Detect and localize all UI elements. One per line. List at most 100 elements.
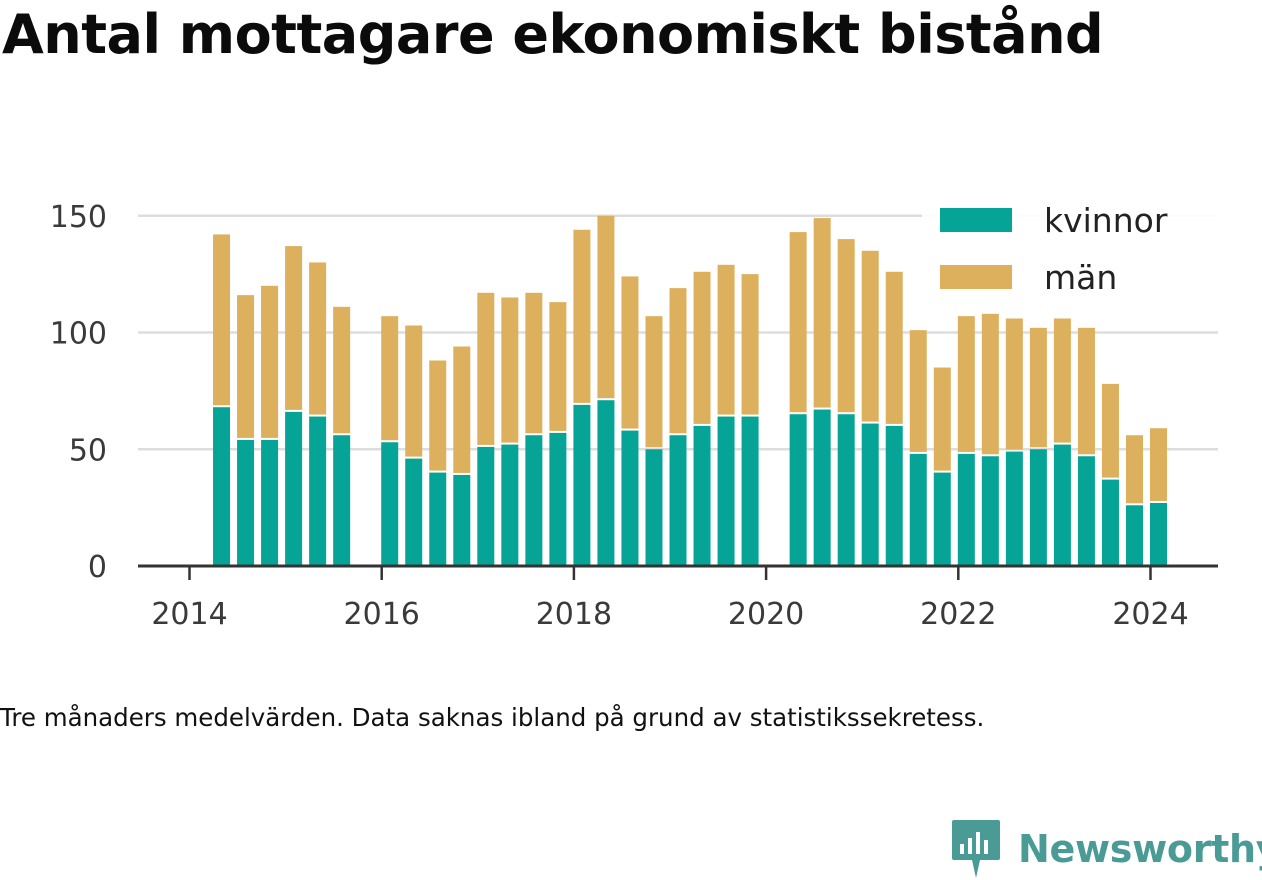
bar-man <box>1005 318 1023 450</box>
bar-kvinnor <box>861 423 879 566</box>
bar-man <box>813 218 831 408</box>
x-tick-label: 2018 <box>536 597 612 632</box>
legend-label-man: män <box>1044 258 1117 297</box>
x-tick-label: 2016 <box>344 597 420 632</box>
bar-man <box>597 215 615 399</box>
bar-kvinnor <box>1125 505 1143 566</box>
bar-kvinnor <box>741 416 759 566</box>
bar-kvinnor <box>885 425 903 566</box>
bar-kvinnor <box>1029 449 1047 566</box>
y-tick-label: 50 <box>69 433 107 468</box>
bar-kvinnor <box>525 435 543 566</box>
y-tick-label: 100 <box>50 317 107 352</box>
newsworthy-logo-icon <box>952 820 1000 878</box>
bar-kvinnor <box>933 472 951 566</box>
bar-kvinnor <box>717 416 735 566</box>
bar-man <box>717 264 735 415</box>
bar-man <box>213 234 231 406</box>
bar-kvinnor <box>549 432 567 566</box>
bar-kvinnor <box>333 435 351 566</box>
stacked-bar-chart: 0 50 100 150 2014 2016 2018 2020 2022 2024 kvinn… <box>49 190 1218 632</box>
bar-kvinnor <box>429 472 447 566</box>
legend-swatch-man <box>940 265 1012 289</box>
bar-man <box>549 302 567 431</box>
bar-kvinnor <box>1101 479 1119 566</box>
y-tick-label: 150 <box>50 200 107 235</box>
x-tick-label: 2024 <box>1112 597 1188 632</box>
bar-man <box>1053 318 1071 443</box>
bar-kvinnor <box>621 430 639 566</box>
bar-man <box>645 316 663 448</box>
bar-kvinnor <box>573 404 591 566</box>
bar-man <box>333 306 351 434</box>
bar-man <box>1101 383 1119 478</box>
x-tick-label: 2014 <box>151 597 227 632</box>
legend-label-kvinnor: kvinnor <box>1044 201 1168 240</box>
bar-man <box>669 288 687 434</box>
brand-name: Newsworthy <box>1018 827 1262 871</box>
bar-kvinnor <box>405 458 423 566</box>
bar-man <box>309 262 327 415</box>
bar-man <box>405 325 423 457</box>
bar-kvinnor <box>237 439 255 566</box>
x-axis: 2014 2016 2018 2020 2022 2024 <box>138 564 1218 632</box>
bar-kvinnor <box>693 425 711 566</box>
bar-man <box>501 297 519 443</box>
bar-kvinnor <box>1053 444 1071 566</box>
y-tick-label: 0 <box>88 550 107 585</box>
bar-kvinnor <box>813 409 831 566</box>
bar-man <box>453 346 471 473</box>
bar-man <box>1029 327 1047 448</box>
bar-man <box>621 276 639 429</box>
bar-man <box>285 246 303 410</box>
legend-swatch-kvinnor <box>940 208 1012 232</box>
bar-kvinnor <box>981 456 999 566</box>
y-axis-labels: 0 50 100 150 <box>50 200 107 585</box>
bar-kvinnor <box>669 435 687 566</box>
bar-kvinnor <box>597 400 615 566</box>
bar-man <box>741 274 759 415</box>
bar-kvinnor <box>837 414 855 566</box>
x-tick-label: 2022 <box>920 597 996 632</box>
bar-kvinnor <box>213 407 231 566</box>
bar-man <box>237 295 255 438</box>
bar-man <box>1125 435 1143 504</box>
bar-man <box>1150 428 1168 501</box>
bar-kvinnor <box>957 453 975 566</box>
newsworthy-brand: Newsworthy <box>950 818 1262 880</box>
bar-man <box>837 239 855 413</box>
bar-man <box>525 292 543 434</box>
bar-man <box>885 271 903 424</box>
chart-caption: Tre månaders medelvärden. Data saknas ib… <box>0 703 985 732</box>
bar-man <box>381 316 399 441</box>
bar-man <box>1077 327 1095 455</box>
bar-kvinnor <box>477 446 495 566</box>
bar-kvinnor <box>309 416 327 566</box>
bar-man <box>933 367 951 471</box>
bar-kvinnor <box>789 414 807 566</box>
bar-man <box>429 360 447 471</box>
bar-kvinnor <box>1005 451 1023 566</box>
bar-man <box>477 292 495 445</box>
chart-title: Antal mottagare ekonomiskt bistånd <box>2 3 1104 66</box>
legend: kvinnor män <box>922 190 1218 305</box>
bar-kvinnor <box>1077 456 1095 566</box>
bar-kvinnor <box>645 449 663 566</box>
bar-man <box>981 313 999 455</box>
bar-man <box>261 285 279 438</box>
bar-man <box>861 250 879 422</box>
x-tick-label: 2020 <box>728 597 804 632</box>
bar-kvinnor <box>453 474 471 566</box>
bar-man <box>693 271 711 424</box>
bar-man <box>957 316 975 452</box>
bar-kvinnor <box>285 411 303 566</box>
bar-kvinnor <box>381 442 399 566</box>
bar-kvinnor <box>909 453 927 566</box>
bar-kvinnor <box>261 439 279 566</box>
bar-man <box>573 229 591 403</box>
bar-kvinnor <box>501 444 519 566</box>
bar-man <box>789 232 807 413</box>
bar-kvinnor <box>1150 502 1168 566</box>
bar-man <box>909 330 927 452</box>
bars <box>213 215 1168 566</box>
